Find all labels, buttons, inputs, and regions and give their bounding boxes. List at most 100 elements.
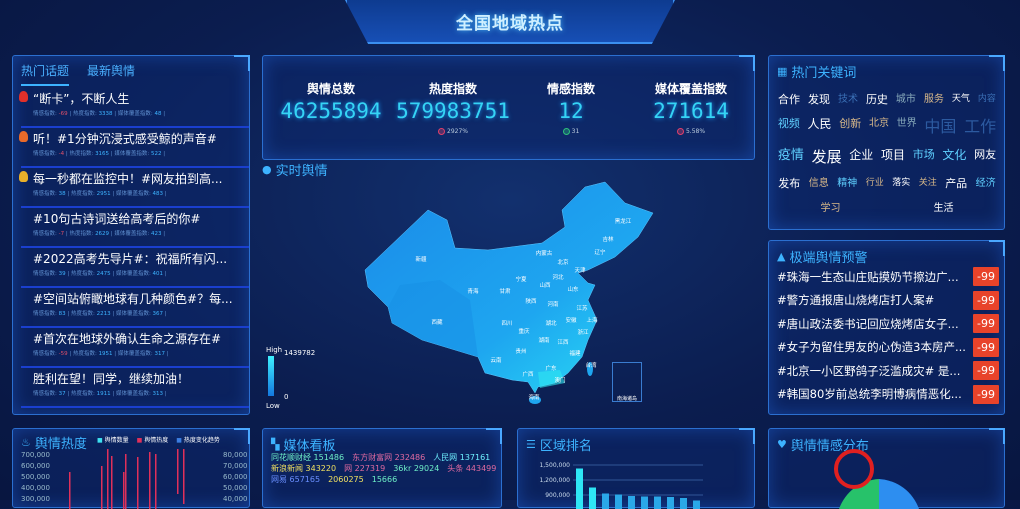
keyword[interactable]: 历史 bbox=[866, 94, 888, 107]
media-item[interactable]: 网易 657165 bbox=[271, 475, 320, 485]
heat-bar[interactable] bbox=[183, 449, 185, 504]
keyword[interactable]: 人民 bbox=[808, 118, 832, 136]
warning-title[interactable]: #珠海一生态山庄贴摸奶节擦边广... bbox=[777, 269, 967, 285]
topic-title[interactable]: 每一秒都在监控中！#网友拍到高... bbox=[33, 170, 249, 187]
province-label: 海南 bbox=[528, 393, 540, 401]
keyword[interactable]: 工作 bbox=[964, 118, 996, 136]
keyword[interactable]: 视频 bbox=[778, 118, 800, 136]
warning-item[interactable]: #唐山政法委书记回应烧烤店女子...-99 bbox=[777, 312, 999, 335]
media-item[interactable]: 东方财富网 232486 bbox=[352, 453, 425, 463]
legend-item[interactable]: ■ 舆情热度 bbox=[137, 435, 169, 444]
media-item[interactable]: 15666 bbox=[372, 475, 397, 485]
warning-title[interactable]: #韩国80岁前总统李明博病情恶化... bbox=[777, 386, 967, 402]
keyword[interactable]: 发现 bbox=[808, 94, 830, 107]
heat-bar[interactable] bbox=[101, 466, 103, 509]
keyword[interactable]: 创新 bbox=[839, 118, 861, 136]
topic-item[interactable]: #空间站俯瞰地球有几种颜色#？每...情感指数: 83 | 热度指数: 2213… bbox=[21, 290, 249, 328]
keyword[interactable]: 发展 bbox=[812, 149, 842, 166]
keyword[interactable]: 世界 bbox=[897, 118, 917, 136]
topic-title[interactable]: #2022高考先导片#：祝福所有闪... bbox=[33, 250, 249, 267]
keyword[interactable]: 北京 bbox=[869, 118, 889, 136]
china-map[interactable]: 新疆西藏青海甘肃宁夏内蒙古黑龙江吉林辽宁北京天津河北山西山东陕西河南江苏安徽上海… bbox=[255, 160, 675, 420]
keyword[interactable]: 合作 bbox=[778, 94, 800, 107]
region-bar[interactable] bbox=[628, 496, 635, 509]
keyword[interactable]: 网友 bbox=[974, 149, 996, 166]
region-bar[interactable] bbox=[589, 488, 596, 509]
topic-item[interactable]: “断卡”，不断人生情感指数: -69 | 热度指数: 3338 | 媒体覆盖指数… bbox=[21, 90, 249, 128]
heat-bar[interactable] bbox=[137, 457, 139, 509]
heat-bar[interactable] bbox=[149, 452, 151, 509]
topic-title[interactable]: #首次在地球外确认生命之源存在# bbox=[33, 330, 249, 347]
keyword[interactable]: 经济 bbox=[976, 178, 996, 191]
warning-item[interactable]: #女子为留住男友的心伪造3本房产...-99 bbox=[777, 336, 999, 359]
topic-item[interactable]: #首次在地球外确认生命之源存在#情感指数: -59 | 热度指数: 1951 |… bbox=[21, 330, 249, 368]
keyword[interactable]: 市场 bbox=[913, 149, 935, 166]
warning-title[interactable]: #女子为留住男友的心伪造3本房产... bbox=[777, 339, 967, 355]
region-bar[interactable] bbox=[576, 469, 583, 509]
topic-item[interactable]: 听！#1分钟沉浸式感受鲸的声音#情感指数: -4 | 热度指数: 3165 | … bbox=[21, 130, 249, 168]
topic-title[interactable]: 胜利在望！同学，继续加油！ bbox=[33, 370, 249, 387]
tab-latest-news[interactable]: 最新舆情 bbox=[87, 62, 135, 86]
media-item[interactable]: 头条 443499 bbox=[447, 464, 496, 474]
topic-title[interactable]: 听！#1分钟沉浸式感受鲸的声音# bbox=[33, 130, 249, 147]
heat-bar[interactable] bbox=[125, 454, 127, 509]
keyword[interactable]: 落实 bbox=[892, 178, 910, 191]
keyword[interactable]: 行业 bbox=[866, 178, 884, 191]
pie-slice[interactable] bbox=[879, 479, 919, 509]
legend-item[interactable]: ■ 舆情数量 bbox=[97, 435, 129, 444]
keyword[interactable]: 发布 bbox=[778, 178, 800, 191]
region-bar[interactable] bbox=[667, 497, 674, 509]
media-item[interactable]: 2060275 bbox=[328, 475, 364, 485]
keyword[interactable]: 关注 bbox=[919, 178, 937, 191]
topic-title[interactable]: #空间站俯瞰地球有几种颜色#？每... bbox=[33, 290, 249, 307]
topic-item[interactable]: #2022高考先导片#：祝福所有闪...情感指数: 39 | 热度指数: 247… bbox=[21, 250, 249, 288]
heat-bar[interactable] bbox=[155, 454, 157, 509]
keyword[interactable]: 内容 bbox=[978, 94, 996, 107]
warning-title[interactable]: #警方通报唐山烧烤店打人案# bbox=[777, 292, 967, 308]
topic-title[interactable]: “断卡”，不断人生 bbox=[33, 90, 249, 107]
keyword[interactable]: 服务 bbox=[924, 94, 944, 107]
warning-title[interactable]: #北京一小区野鸽子泛滥成灾# 是... bbox=[777, 363, 967, 379]
keyword[interactable]: 生活 bbox=[934, 203, 954, 215]
keyword[interactable]: 疫情 bbox=[778, 149, 804, 166]
keyword[interactable]: 天气 bbox=[952, 94, 970, 107]
topic-item[interactable]: 每一秒都在监控中！#网友拍到高...情感指数: 38 | 热度指数: 2951 … bbox=[21, 170, 249, 208]
keyword[interactable]: 产品 bbox=[945, 178, 967, 191]
keyword[interactable]: 精神 bbox=[837, 178, 857, 191]
media-item[interactable]: 人民网 137161 bbox=[433, 453, 490, 463]
media-item[interactable]: 新浪新闻 343220 bbox=[271, 464, 336, 474]
legend-item[interactable]: ■ 热度变化趋势 bbox=[176, 435, 220, 444]
keyword[interactable]: 企业 bbox=[849, 149, 873, 166]
heat-bar[interactable] bbox=[123, 472, 125, 509]
y-tick-label: 1,200,000 bbox=[539, 477, 570, 484]
heat-bar[interactable] bbox=[69, 472, 71, 509]
media-item[interactable]: 36kr 29024 bbox=[393, 464, 439, 474]
keyword[interactable]: 文化 bbox=[942, 149, 966, 166]
warning-title[interactable]: #唐山政法委书记回应烧烤店女子... bbox=[777, 316, 967, 332]
heat-bar[interactable] bbox=[111, 456, 113, 509]
keyword[interactable]: 项目 bbox=[881, 149, 905, 166]
warning-item[interactable]: #珠海一生态山庄贴摸奶节擦边广...-99 bbox=[777, 265, 999, 288]
heat-bar[interactable] bbox=[177, 449, 179, 494]
region-bar[interactable] bbox=[693, 501, 700, 509]
topic-item[interactable]: #10句古诗词送给高考后的你#情感指数: -7 | 热度指数: 2629 | 媒… bbox=[21, 210, 249, 248]
region-bar[interactable] bbox=[654, 497, 661, 509]
warning-item[interactable]: #韩国80岁前总统李明博病情恶化...-99 bbox=[777, 383, 999, 406]
media-item[interactable]: 网 227319 bbox=[344, 464, 385, 474]
media-item[interactable]: 同花顺财经 151486 bbox=[271, 453, 344, 463]
keyword[interactable]: 城市 bbox=[896, 94, 916, 107]
warning-item[interactable]: #北京一小区野鸽子泛滥成灾# 是...-99 bbox=[777, 359, 999, 382]
keyword[interactable]: 中国 bbox=[924, 118, 956, 136]
province-label: 北京 bbox=[557, 258, 569, 266]
topic-title[interactable]: #10句古诗词送给高考后的你# bbox=[33, 210, 249, 227]
region-bar[interactable] bbox=[641, 497, 648, 509]
warning-item[interactable]: #警方通报唐山烧烤店打人案#-99 bbox=[777, 289, 999, 312]
topic-item[interactable]: 胜利在望！同学，继续加油！情感指数: 37 | 热度指数: 1911 | 媒体覆… bbox=[21, 370, 249, 408]
region-bar[interactable] bbox=[602, 494, 609, 509]
keyword[interactable]: 技术 bbox=[838, 94, 858, 107]
region-bar[interactable] bbox=[615, 495, 622, 509]
tab-hot-topics[interactable]: 热门话题 bbox=[21, 62, 69, 86]
heat-bar[interactable] bbox=[107, 449, 109, 509]
keyword[interactable]: 学习 bbox=[821, 203, 841, 215]
keyword[interactable]: 信息 bbox=[809, 178, 829, 191]
